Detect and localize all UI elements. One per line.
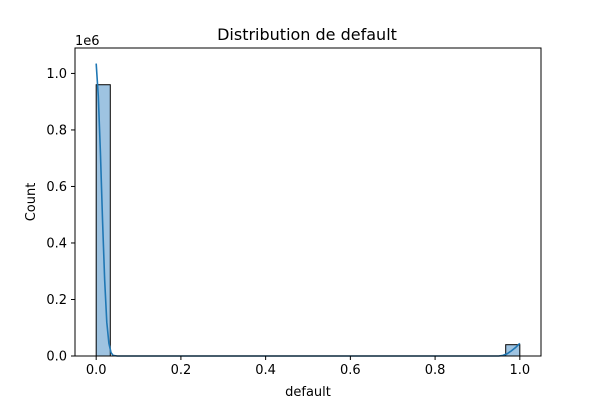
y-tick-label-0: 0.0 [46,350,67,365]
y-tick-label-4: 0.8 [46,123,67,138]
y-axis-label: Count [24,183,39,222]
x-tick-label-5: 1.0 [509,363,530,378]
kde-line [95,63,521,357]
x-tick-label-0: 0.0 [86,363,107,378]
x-tick-label-3: 0.6 [340,363,361,378]
x-tick-label-1: 0.2 [171,363,192,378]
chart-title: Distribution de default [217,25,397,44]
x-tick-label-2: 0.4 [255,363,276,378]
y-tick-label-2: 0.4 [46,236,67,251]
x-axis-label: default [285,385,331,400]
plot-frame [74,47,542,357]
plot-area [95,63,521,357]
y-offset-label: 1e6 [75,34,100,49]
y-tick-label-3: 0.6 [46,180,67,195]
y-tick-label-1: 0.2 [46,293,67,308]
x-tick-label-4: 0.8 [425,363,446,378]
y-tick-label-5: 1.0 [46,67,67,82]
